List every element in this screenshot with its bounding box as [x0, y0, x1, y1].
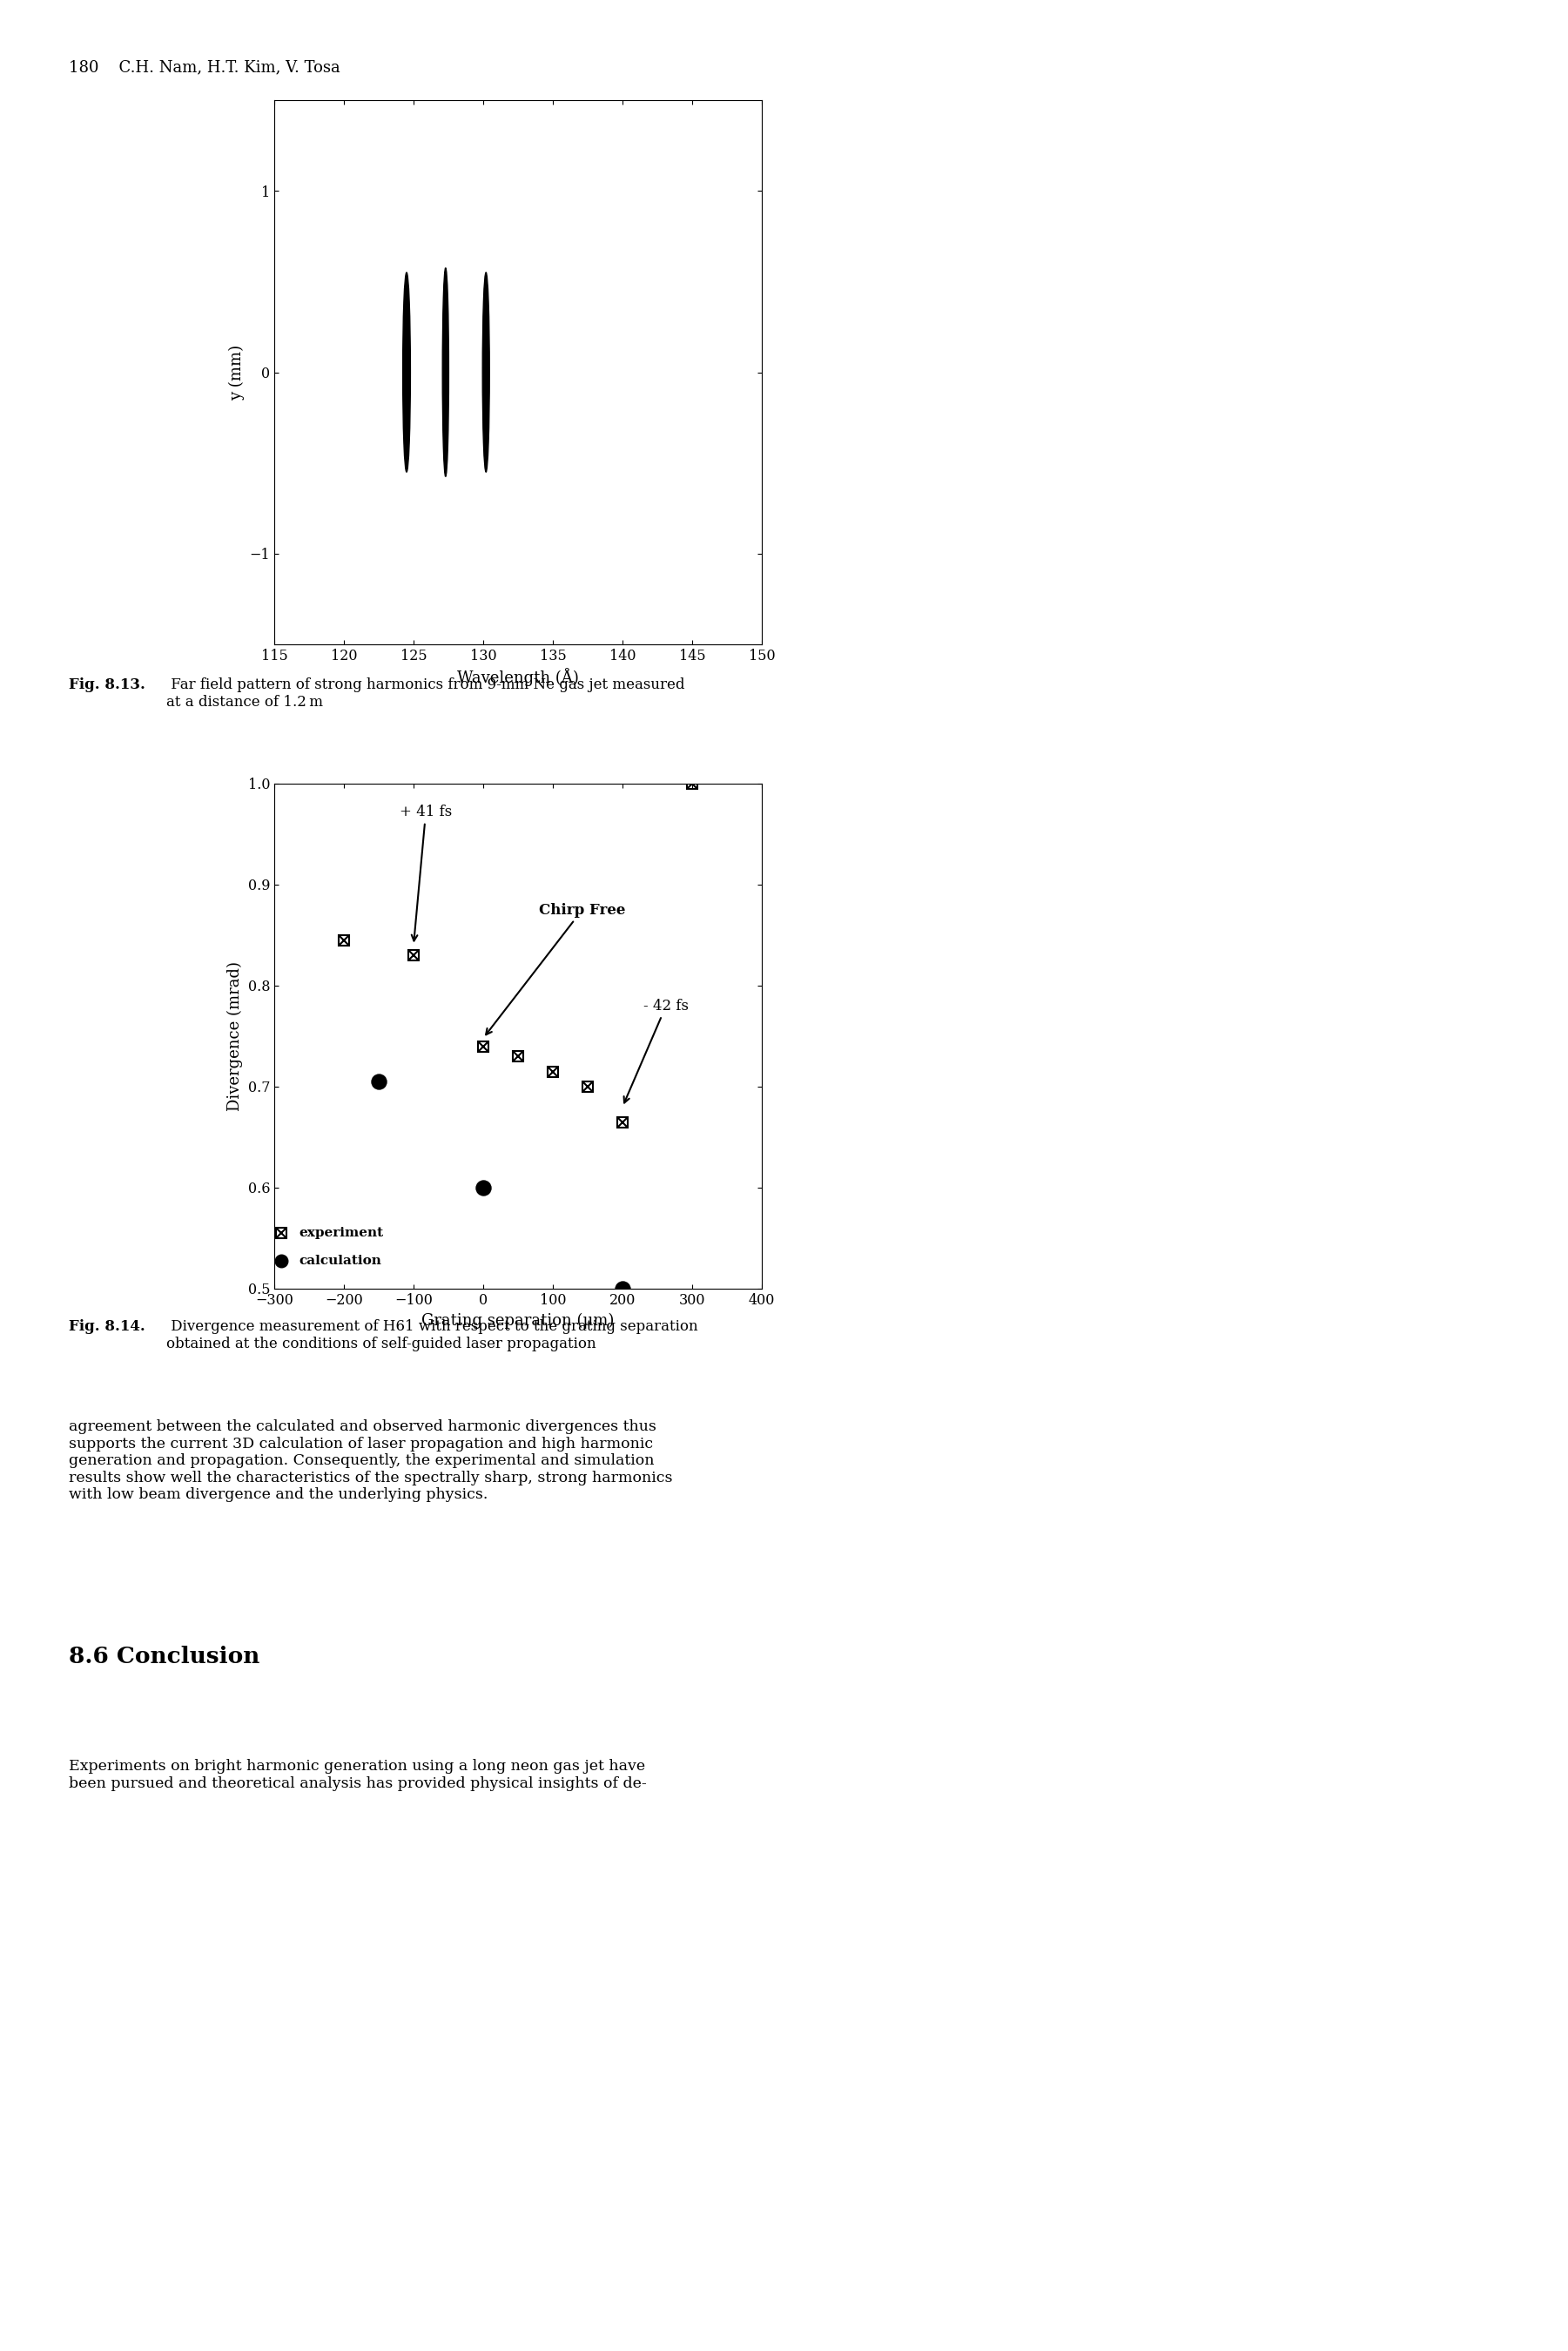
- Ellipse shape: [483, 273, 489, 473]
- Ellipse shape: [442, 268, 448, 477]
- Text: Fig. 8.14.: Fig. 8.14.: [69, 1319, 146, 1333]
- Text: Divergence measurement of H61 with respect to the grating separation
obtained at: Divergence measurement of H61 with respe…: [166, 1319, 698, 1352]
- Text: 180    C.H. Nam, H.T. Kim, V. Tosa: 180 C.H. Nam, H.T. Kim, V. Tosa: [69, 59, 340, 75]
- Text: Fig. 8.13.: Fig. 8.13.: [69, 677, 146, 691]
- Point: [268, 1241, 293, 1279]
- Y-axis label: y (mm): y (mm): [229, 343, 245, 400]
- Text: 8.6 Conclusion: 8.6 Conclusion: [69, 1646, 260, 1667]
- X-axis label: Grating separation (μm): Grating separation (μm): [422, 1312, 615, 1328]
- Ellipse shape: [403, 273, 411, 473]
- Point: [470, 1168, 495, 1206]
- Text: Experiments on bright harmonic generation using a long neon gas jet have
been pu: Experiments on bright harmonic generatio…: [69, 1759, 648, 1791]
- Point: [610, 1270, 635, 1307]
- Text: Far field pattern of strong harmonics from 9-mm Ne gas jet measured
at a distanc: Far field pattern of strong harmonics fr…: [166, 677, 685, 710]
- Text: - 42 fs: - 42 fs: [624, 999, 688, 1103]
- X-axis label: Wavelength (Å): Wavelength (Å): [458, 668, 579, 686]
- Text: calculation: calculation: [298, 1255, 381, 1267]
- Text: Chirp Free: Chirp Free: [486, 903, 626, 1034]
- Y-axis label: Divergence (mrad): Divergence (mrad): [227, 962, 243, 1112]
- Text: agreement between the calculated and observed harmonic divergences thus
supports: agreement between the calculated and obs…: [69, 1420, 673, 1502]
- Text: experiment: experiment: [298, 1227, 383, 1239]
- Point: [367, 1063, 392, 1100]
- Text: + 41 fs: + 41 fs: [400, 804, 452, 940]
